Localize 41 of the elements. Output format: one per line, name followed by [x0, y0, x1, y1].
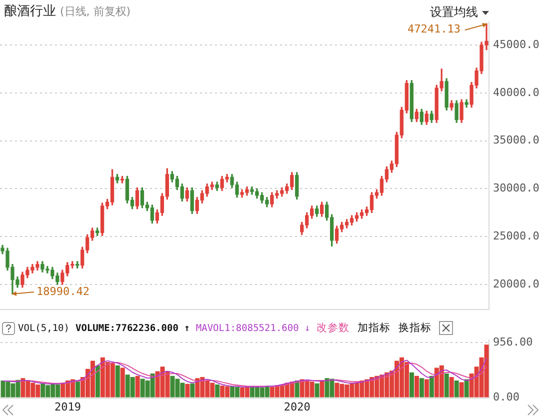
- bar: [454, 380, 459, 398]
- y-tick-label: 45000.0: [493, 38, 540, 51]
- chart-subtitle: (日线, 前复权): [60, 4, 131, 18]
- bar: [459, 382, 464, 398]
- text: VOLUME:7762236.000 ↑: [75, 322, 190, 334]
- y-tick-label: 20000.0: [493, 277, 540, 290]
- bar: [185, 384, 190, 398]
- text: 改参数: [316, 321, 350, 335]
- text: MAVOL1:8085521.600 ↓: [196, 322, 310, 334]
- y-tick-label: 956.00: [493, 335, 533, 348]
- bar: [76, 382, 80, 398]
- bar: [414, 376, 419, 398]
- x-tick-label: 2019: [54, 400, 82, 414]
- y-tick-label: 35000.0: [493, 134, 540, 147]
- bar: [409, 372, 414, 398]
- bar: [314, 383, 320, 398]
- text: 换指标: [398, 321, 432, 335]
- y-tick-label: 25000.0: [493, 229, 540, 242]
- text: 设置均线: [430, 4, 478, 21]
- text: 加指标: [357, 321, 390, 335]
- bar: [95, 365, 100, 398]
- chart-title: VOL(5,10): [18, 322, 70, 334]
- bar: [120, 368, 125, 398]
- bar: [419, 378, 424, 398]
- y-tick-label: 40000.0: [493, 86, 540, 99]
- bar: [320, 380, 324, 398]
- y-tick-label: 0.00: [493, 390, 520, 404]
- chart-title: 酿酒行业: [4, 3, 56, 20]
- bar: [215, 384, 220, 398]
- y-tick-label: 30000.0: [493, 182, 540, 195]
- annotation: 18990.42: [36, 285, 90, 298]
- bar: [444, 374, 449, 398]
- bar: [464, 379, 469, 398]
- bar: [424, 379, 429, 398]
- annotation: 47241.13: [408, 22, 461, 36]
- bar: [449, 376, 454, 398]
- x-tick-label: 2020: [284, 400, 310, 414]
- bar: [429, 376, 434, 398]
- bar: [190, 383, 195, 398]
- bar: [115, 365, 120, 398]
- bar: [135, 376, 140, 398]
